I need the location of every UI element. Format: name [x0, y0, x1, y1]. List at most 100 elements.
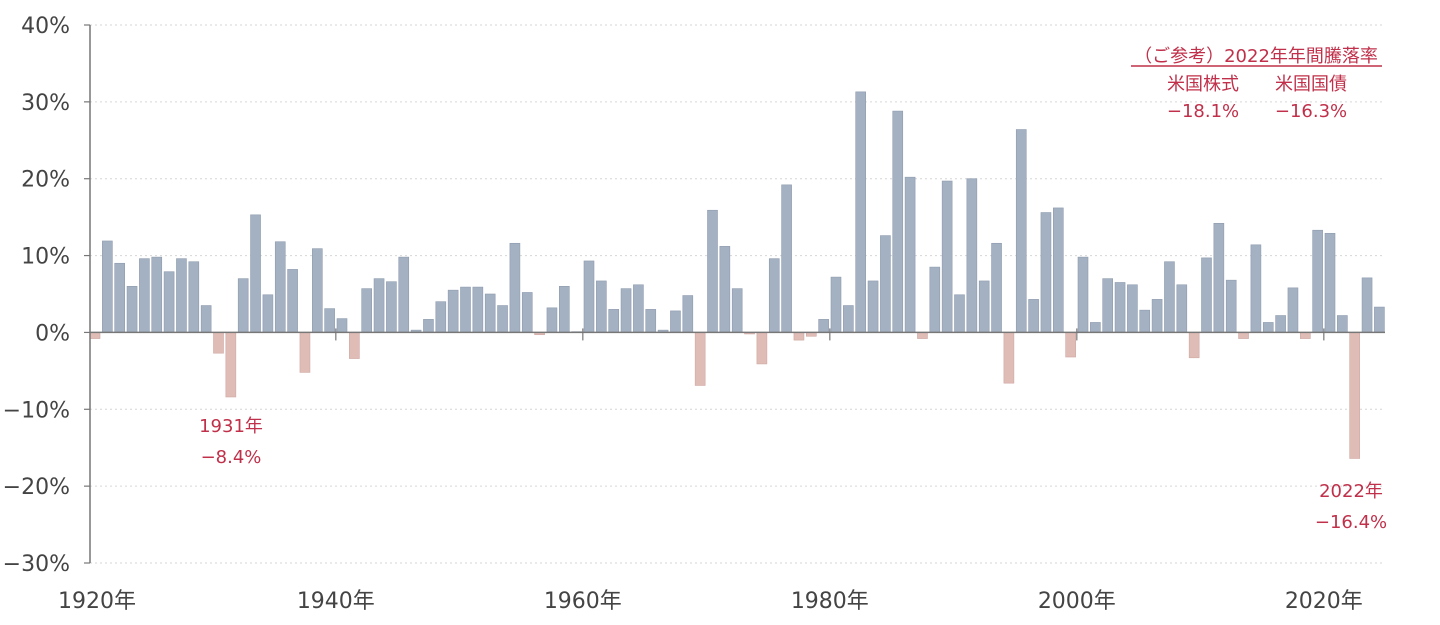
- bar-1994: [1003, 332, 1015, 384]
- reference-item-bonds-value: −16.3%: [1275, 101, 1347, 122]
- bar-1991: [966, 178, 978, 333]
- bar-1926: [163, 271, 175, 333]
- reference-item-stocks-label: 米国株式: [1167, 74, 1239, 95]
- bar-1960: [583, 260, 595, 333]
- reference-box: （ご参考）2022年年間騰落率 米国株式 −18.1% 米国国債 −16.3%: [1131, 46, 1382, 122]
- bar-1986: [904, 176, 916, 333]
- bar-1987: [917, 332, 928, 339]
- bar-1929: [200, 305, 212, 333]
- bar-1996: [1028, 299, 1039, 333]
- bar-1988: [929, 266, 941, 333]
- bar-1949: [447, 289, 459, 333]
- bar-1962: [608, 309, 620, 333]
- bar-1955: [521, 292, 533, 333]
- bar-1936: [287, 269, 298, 333]
- bar-2015: [1262, 322, 1274, 333]
- annotation-2022-year: 2022年: [1319, 481, 1383, 502]
- bar-2021: [1337, 315, 1348, 333]
- bar-1948: [435, 301, 447, 333]
- bar-1921: [102, 240, 113, 333]
- x-tick-label: 2000年: [1038, 589, 1116, 614]
- bar-2014: [1250, 244, 1262, 333]
- y-tick-label: 40%: [21, 14, 70, 39]
- bar-1971: [719, 246, 731, 333]
- bar-1934: [262, 294, 274, 333]
- bar-1968: [682, 295, 694, 333]
- bar-1984: [880, 235, 891, 333]
- bar-1925: [151, 256, 163, 333]
- bar-1992: [978, 280, 990, 333]
- bar-1969: [694, 332, 706, 386]
- bar-2004: [1127, 284, 1138, 333]
- bar-1940: [336, 318, 348, 333]
- bar-2003: [1114, 282, 1126, 333]
- bar-1998: [1053, 207, 1064, 333]
- bar-2006: [1151, 299, 1163, 333]
- bar-1923: [126, 286, 138, 333]
- bar-1943: [373, 278, 385, 333]
- bar-2007: [1164, 261, 1175, 333]
- x-tick-label: 1980年: [791, 589, 869, 614]
- bar-1937: [299, 332, 311, 373]
- bar-1974: [756, 332, 768, 365]
- bar-1922: [114, 262, 125, 333]
- bar-1983: [867, 280, 879, 333]
- bar-1947: [423, 319, 434, 333]
- bar-2010: [1201, 257, 1212, 333]
- bar-1938: [311, 248, 323, 333]
- bar-1952: [484, 293, 496, 333]
- bar-1970: [707, 209, 718, 333]
- bar-1997: [1040, 212, 1052, 333]
- bar-1979: [818, 319, 829, 333]
- bar-1999: [1065, 332, 1076, 358]
- bar-2016: [1275, 315, 1286, 333]
- bar-1945: [398, 256, 410, 333]
- bar-2001: [1090, 322, 1101, 333]
- y-tick-label: −20%: [3, 475, 70, 500]
- x-tick-label: 1940年: [297, 589, 375, 614]
- reference-item-bonds-label: 米国国債: [1275, 74, 1347, 95]
- bar-1941: [349, 332, 360, 359]
- bar-1944: [386, 281, 397, 333]
- gridlines: [90, 24, 1385, 564]
- bar-1967: [670, 310, 681, 333]
- bar-2002: [1102, 278, 1113, 333]
- bar-2022: [1349, 332, 1360, 459]
- bar-1982: [855, 91, 867, 333]
- bar-1942: [361, 288, 373, 333]
- bar-1995: [1015, 129, 1027, 333]
- bar-1950: [460, 286, 471, 333]
- bar-1993: [991, 242, 1002, 333]
- bar-1990: [954, 294, 965, 333]
- y-tick-labels: 40% 30% 20% 10% 0% −10% −20% −30%: [3, 14, 70, 577]
- bar-1981: [843, 305, 854, 333]
- bar-2018: [1300, 332, 1311, 339]
- bar-1928: [188, 261, 200, 333]
- x-tick-labels: 1920年 1940年 1960年 1980年 2000年 2020年: [58, 589, 1363, 614]
- y-tick-label: 20%: [21, 168, 70, 193]
- y-tick-label: −30%: [3, 552, 70, 577]
- bar-1975: [768, 258, 780, 333]
- bar-1972: [731, 288, 743, 333]
- bar-2024: [1374, 306, 1385, 333]
- bar-1957: [546, 307, 558, 333]
- axes: [84, 24, 1385, 564]
- bar-1985: [892, 110, 904, 333]
- bar-2017: [1287, 287, 1299, 333]
- bar-2008: [1176, 284, 1188, 333]
- bar-1924: [139, 258, 150, 333]
- bar-1933: [250, 214, 261, 333]
- bar-2019: [1312, 229, 1323, 333]
- bar-2013: [1238, 332, 1249, 339]
- bar-1951: [472, 286, 484, 333]
- bar-2020: [1324, 232, 1336, 333]
- bar-1927: [176, 258, 187, 333]
- bar-1953: [497, 305, 508, 333]
- bar-2012: [1225, 279, 1237, 333]
- bar-1989: [941, 180, 953, 333]
- bar-1920: [89, 332, 101, 339]
- x-tick-label: 1920年: [58, 589, 136, 614]
- bar-1932: [237, 278, 249, 333]
- annotation-1931-year: 1931年: [199, 416, 263, 437]
